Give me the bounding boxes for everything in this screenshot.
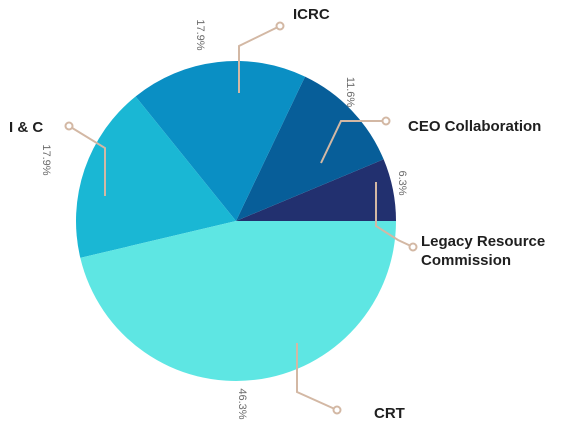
leader-dot-icrc	[275, 21, 285, 31]
pie-slice-icrc	[135, 61, 306, 222]
chart-labels: 6.3% Legacy Resource Commission 11.6% CEO Co…	[9, 6, 545, 422]
pie-slice-crt	[80, 221, 397, 382]
leader-lines	[64, 21, 418, 415]
pie-slice-legacy-resource-commission	[236, 159, 396, 221]
leader-line-ceo-collaboration	[320, 120, 386, 164]
category-label-legacy-resource-commission: Legacy Resource Commission	[421, 233, 545, 269]
value-label-crt: 46.3%	[236, 388, 248, 419]
pie-slice-i-c	[75, 96, 236, 258]
leader-dot-i-c	[64, 121, 74, 131]
value-label-ceo-collaboration: 11.6%	[344, 77, 356, 108]
category-label-crt: CRT	[374, 405, 405, 422]
leader-dot-ceo-collaboration	[381, 116, 391, 126]
leader-line-i-c	[68, 125, 106, 196]
leader-dot-crt	[332, 405, 342, 415]
value-label-i-c: 17.9%	[40, 144, 52, 175]
leader-line-crt	[296, 343, 338, 411]
category-label-ceo-collaboration: CEO Collaboration	[408, 118, 541, 135]
leader-dot-legacy-resource-commission	[408, 242, 418, 252]
leader-line-legacy-resource-commission	[375, 182, 414, 248]
pie-slices	[75, 61, 397, 382]
pie-slice-ceo-collaboration	[236, 76, 384, 221]
category-label-i-c: I & C	[9, 119, 43, 136]
leader-line-icrc	[238, 25, 281, 93]
category-label-icrc: ICRC	[293, 6, 330, 23]
value-label-icrc: 17.9%	[194, 19, 206, 50]
value-label-legacy-resource-commission: 6.3%	[396, 170, 408, 195]
